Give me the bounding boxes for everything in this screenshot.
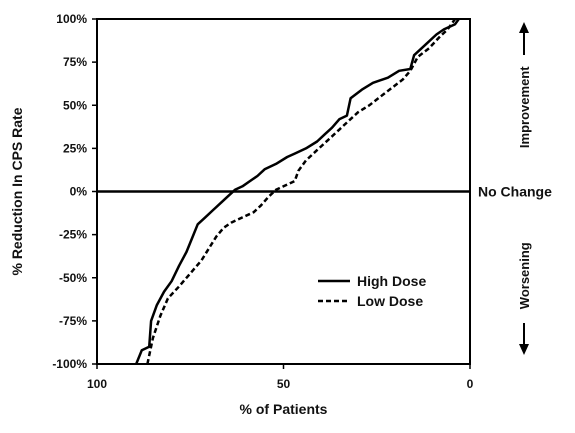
improvement-label: Improvement [517, 66, 532, 148]
x-tick-label: 0 [467, 377, 474, 391]
y-tick-label: -100% [52, 357, 87, 371]
y-tick-label: -25% [59, 228, 87, 242]
y-tick-label: 50% [63, 98, 87, 112]
y-tick-label: -50% [59, 271, 87, 285]
y-tick-label: -75% [59, 314, 87, 328]
y-tick-label: 25% [63, 141, 87, 155]
x-axis-title: % of Patients [240, 401, 328, 417]
y-tick-label: 100% [56, 12, 87, 26]
y-axis-title: % Reduction In CPS Rate [9, 107, 25, 275]
no-change-label: No Change [478, 184, 552, 200]
worsening-label: Worsening [517, 242, 532, 309]
up-arrow-icon [519, 22, 529, 33]
legend: High Dose Low Dose [318, 273, 426, 309]
x-tick-label: 100 [87, 377, 107, 391]
y-tick-label: 75% [63, 55, 87, 69]
legend-label: Low Dose [357, 293, 423, 309]
legend-label: High Dose [357, 273, 426, 289]
down-arrow-icon [519, 344, 529, 355]
series-line-high-dose [135, 18, 460, 365]
series-line-low-dose [146, 18, 457, 365]
y-tick-label: 0% [70, 185, 88, 199]
x-tick-label: 50 [277, 377, 291, 391]
